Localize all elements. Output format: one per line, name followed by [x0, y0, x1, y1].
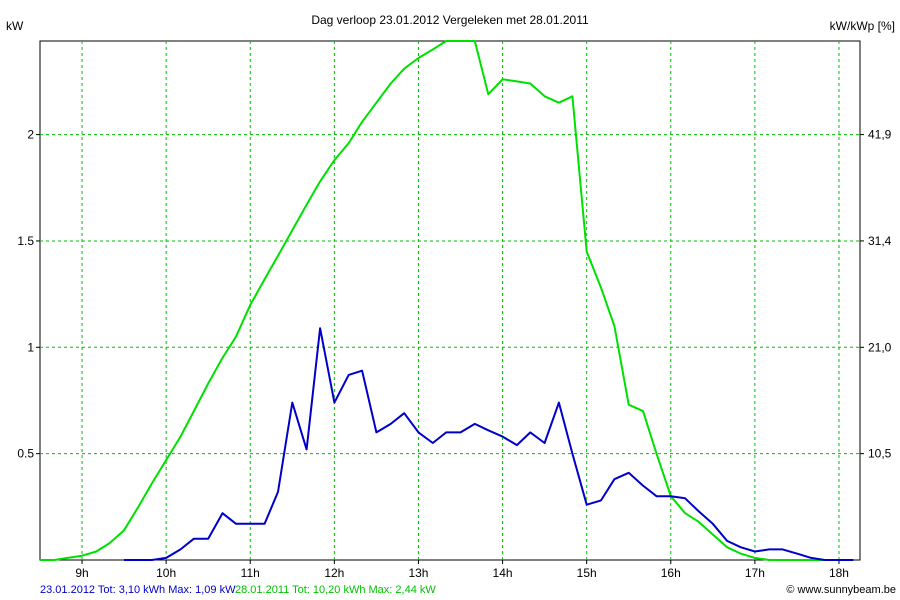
x-tick-label: 9h [75, 566, 88, 580]
series-line-28-01-2011 [40, 40, 854, 561]
plot-frame [39, 40, 861, 561]
legend-2012: 23.01.2012 Tot: 3,10 kWh Max: 1,09 kW [40, 584, 236, 596]
x-tick-label: 13h [408, 566, 428, 580]
y-left-tick-label: 1 [27, 340, 34, 354]
series-lines [40, 40, 854, 561]
x-tick-label: 17h [745, 566, 765, 580]
chart-title: Dag verloop 23.01.2012 Vergeleken met 28… [311, 13, 589, 27]
y-right-tick-label: 10,5 [868, 447, 892, 461]
x-tick-label: 11h [241, 566, 260, 580]
credit-text: © www.sunnybeam.be [786, 584, 896, 596]
x-tick-label: 18h [829, 566, 849, 580]
y-right-tick-label: 31,4 [868, 234, 892, 248]
grid [40, 41, 860, 560]
y-left-label: kW [6, 19, 24, 33]
x-tick-label: 16h [661, 566, 681, 580]
legend-2011: 28.01.2011 Tot: 10,20 kWh Max: 2,44 kW [235, 584, 436, 596]
x-tick-label: 10h [156, 566, 176, 580]
y-right-tick-label: 21,0 [868, 340, 892, 354]
y-right-label: kW/kWp [%] [830, 19, 895, 33]
ticks: 9h 10h 11h 12h 13h 14h 15h 16h 17h 18h 0.5 10,5 1 21,… [17, 128, 891, 580]
series-line-23-01-2012 [124, 327, 854, 561]
x-tick-label: 14h [493, 566, 513, 580]
x-tick-label: 15h [577, 566, 597, 580]
y-left-tick-label: 2 [27, 128, 34, 142]
y-left-tick-label: 0.5 [17, 447, 34, 461]
y-right-tick-label: 41,9 [868, 128, 892, 142]
y-left-tick-label: 1.5 [17, 234, 34, 248]
x-tick-label: 12h [324, 566, 344, 580]
